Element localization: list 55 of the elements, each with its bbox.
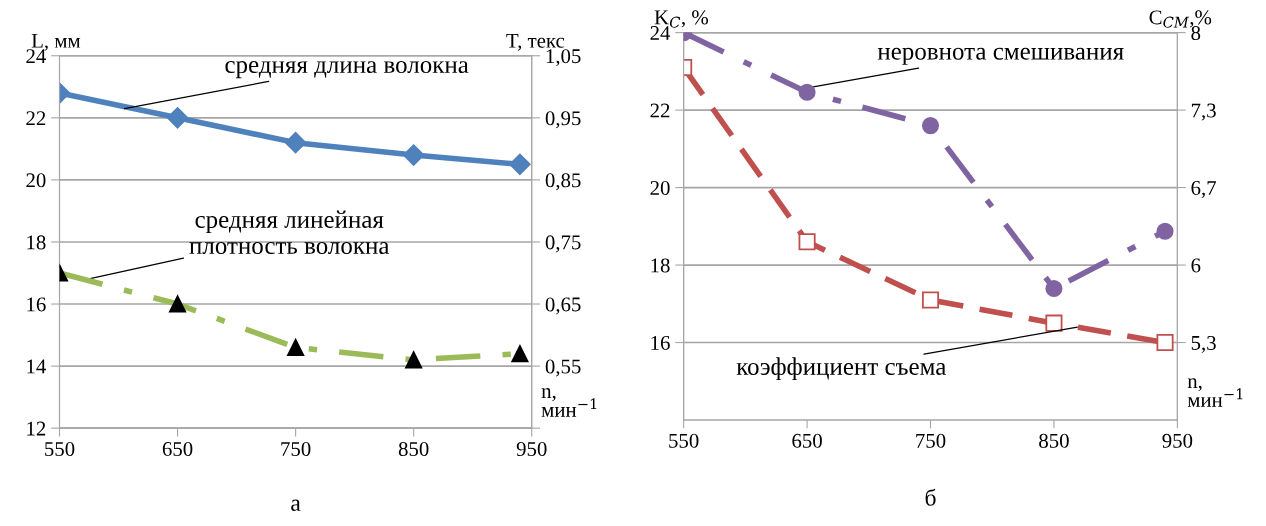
x-tick-label: 950: [1162, 433, 1193, 448]
y-tick-label: 24: [650, 26, 671, 40]
x-tick-label: 850: [1039, 433, 1069, 448]
text: а: [291, 499, 301, 511]
x-tick-label: 850: [398, 441, 429, 457]
x-tick-label: 750: [281, 441, 311, 457]
point: [1156, 222, 1174, 240]
y-tick-label: 20: [26, 173, 46, 188]
y-tick-label: 16: [27, 297, 46, 312]
point: [921, 117, 940, 135]
x-axis-title: n, мин$^{−1}$: [1187, 378, 1243, 407]
annotation: неровнота смешивания: [877, 47, 1124, 65]
y2-tick-label: 5,3: [1191, 335, 1216, 353]
y2-tick-label: 8: [1191, 25, 1201, 41]
annotation: средняя линейная плотность волокна: [189, 210, 390, 255]
x-axis-title: n, мин$^{−1}$: [541, 388, 597, 417]
point: [921, 291, 940, 309]
y-tick-label: 24: [26, 49, 46, 63]
y2-tick-label: 1,05: [546, 49, 581, 67]
y2-tick-label: 6: [1191, 258, 1201, 273]
y-tick-label: 16: [651, 335, 670, 350]
point: [402, 144, 425, 166]
point: [798, 83, 816, 101]
point: [166, 107, 189, 129]
x-tick-label: 550: [45, 441, 75, 457]
point: [1156, 333, 1174, 352]
y-tick-label: 18: [651, 258, 670, 273]
y2-tick-label: 7,3: [1191, 103, 1216, 121]
y-tick-label: 12: [27, 421, 46, 436]
y-tick-label: 14: [27, 359, 46, 374]
y2-tick-label: 0,65: [545, 297, 581, 315]
y2-tick-label: 6,7: [1191, 181, 1217, 198]
point: [284, 131, 307, 154]
y-tick-label: 22: [650, 103, 670, 118]
annotation: средняя длина волокна: [225, 61, 469, 79]
y-tick-label: 20: [650, 180, 670, 195]
point: [798, 233, 816, 251]
y2-tick-label: 0,95: [545, 111, 581, 129]
y-tick-label: 18: [27, 235, 46, 250]
point: [509, 153, 531, 176]
x-tick-label: 550: [669, 433, 699, 448]
y-axis-title: L, мм: [31, 33, 81, 51]
annotation: коэффициент съема: [736, 357, 947, 381]
x-tick-label: 950: [516, 441, 547, 457]
y-tick-label: 22: [26, 111, 46, 126]
y2-tick-label: 0,85: [545, 173, 581, 191]
y2-tick-label: 0,75: [545, 235, 581, 253]
point: [1045, 280, 1063, 298]
y2-tick-label: 0,55: [545, 359, 581, 377]
x-tick-label: 650: [792, 433, 822, 448]
x-tick-label: 650: [162, 441, 193, 457]
x-tick-label: 750: [916, 433, 946, 448]
y2-axis-title: C$_{СМ}$,%: [1149, 10, 1212, 28]
point: [1045, 314, 1063, 332]
text: б: [925, 488, 936, 506]
